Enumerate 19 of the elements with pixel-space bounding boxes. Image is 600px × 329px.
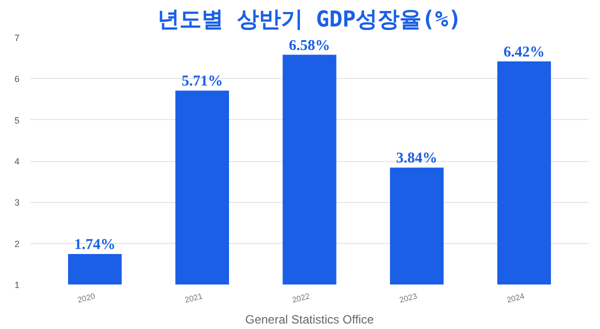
data-label: 3.84% [396, 150, 438, 167]
x-tick-label: 2021 [184, 291, 204, 305]
y-tick-label: 5 [14, 115, 20, 126]
data-label: 6.58% [288, 38, 330, 54]
chart-title: 년도별 상반기 GDP성장율(%) [158, 8, 462, 32]
y-tick-label: 6 [14, 74, 20, 84]
y-tick-label: 4 [14, 156, 20, 166]
x-tick-label: 2023 [398, 291, 419, 305]
data-label: 6.42% [503, 44, 545, 60]
y-tick-label: 2 [14, 238, 20, 249]
x-tick-label: 2020 [76, 291, 97, 305]
y-tick-label: 1 [14, 280, 20, 290]
x-tick-label: 2022 [291, 291, 312, 305]
y-tick-label: 7 [14, 33, 20, 43]
x-axis-title: General Statistics Office [245, 312, 374, 327]
y-tick-label: 3 [14, 198, 20, 208]
x-tick-label: 2024 [506, 291, 526, 305]
data-label: 1.74% [74, 237, 116, 254]
data-label: 5.71% [182, 74, 223, 90]
